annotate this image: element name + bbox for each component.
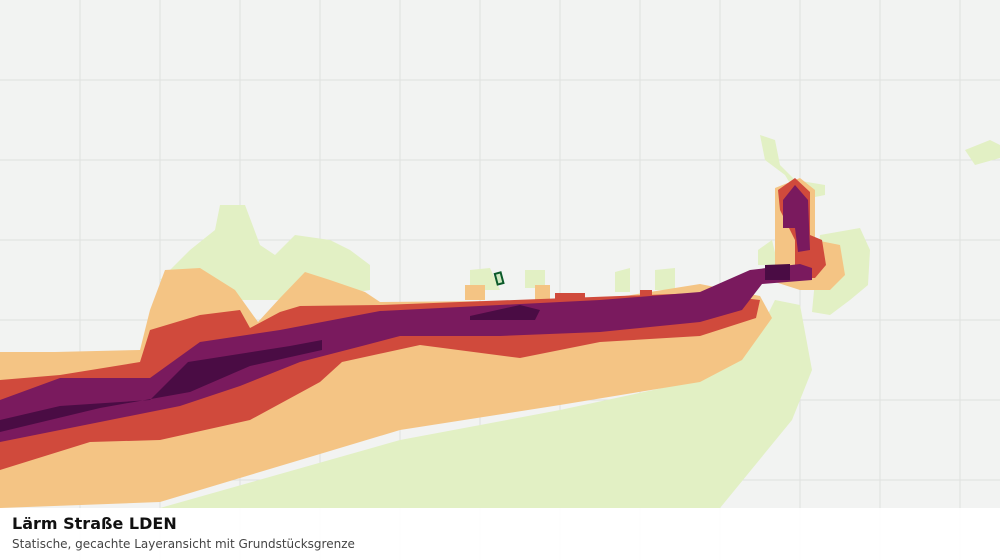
parcel-boundary (493, 271, 505, 286)
noise-zone-extreme (0, 264, 790, 432)
layer-subtitle: Statische, gecachte Layeransicht mit Gru… (12, 537, 355, 551)
info-panel: Lärm Straße LDEN Statische, gecachte Lay… (0, 508, 1000, 560)
noise-zone-very-high (0, 185, 812, 442)
layer-title: Lärm Straße LDEN (12, 514, 177, 533)
